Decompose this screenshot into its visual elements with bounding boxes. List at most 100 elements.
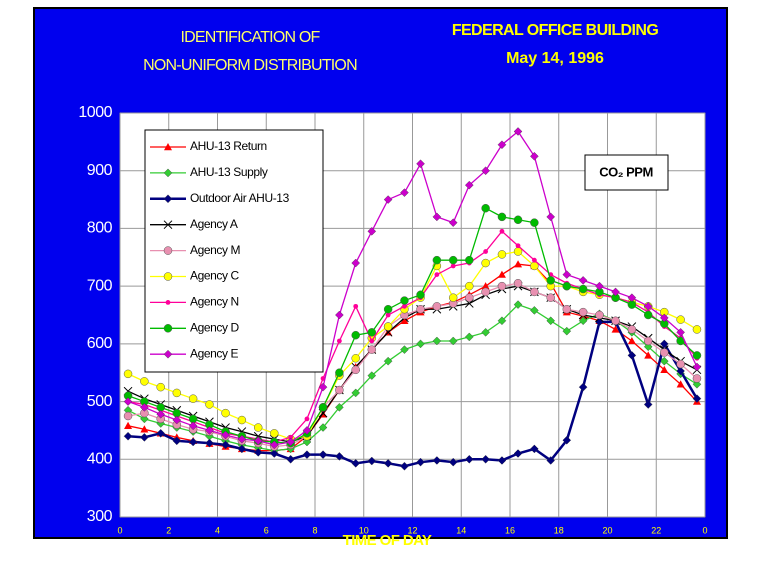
legend-marker xyxy=(163,246,173,255)
marker xyxy=(156,409,165,419)
marker xyxy=(188,421,198,431)
y-tick-label: 300 xyxy=(87,508,113,525)
marker xyxy=(676,380,685,388)
x-tick-label: 12 xyxy=(407,525,417,535)
marker xyxy=(383,322,393,331)
marker xyxy=(156,382,165,392)
marker xyxy=(400,188,409,197)
marker xyxy=(644,351,653,359)
marker xyxy=(692,362,702,372)
marker xyxy=(318,423,328,432)
marker xyxy=(367,345,377,354)
legend-marker xyxy=(164,143,172,151)
marker xyxy=(400,345,409,354)
marker xyxy=(513,127,523,136)
marker xyxy=(643,342,653,352)
marker xyxy=(286,455,295,464)
marker xyxy=(335,385,344,395)
marker xyxy=(562,326,572,336)
marker xyxy=(367,328,377,337)
marker xyxy=(578,284,588,294)
marker xyxy=(643,400,653,409)
legend-label: Agency E xyxy=(190,346,239,360)
marker xyxy=(335,310,344,320)
marker xyxy=(481,258,490,268)
marker xyxy=(676,359,685,369)
marker xyxy=(302,426,312,435)
marker xyxy=(660,356,669,366)
chart-title: IDENTIFICATION OF xyxy=(181,29,321,46)
legend-label: Agency N xyxy=(190,295,239,309)
marker xyxy=(434,272,440,277)
marker xyxy=(465,281,474,291)
marker xyxy=(643,302,653,311)
annotation: CO₂ PPM xyxy=(599,164,653,179)
marker xyxy=(465,180,474,190)
marker xyxy=(432,255,442,265)
legend-label: AHU-13 Supply xyxy=(190,165,268,179)
marker xyxy=(335,403,344,412)
marker xyxy=(530,152,539,161)
marker xyxy=(448,218,458,227)
legend-label: Outdoor Air AHU-13 xyxy=(190,191,290,205)
marker xyxy=(416,290,425,300)
marker xyxy=(237,415,247,425)
marker xyxy=(188,437,198,447)
x-tick-label: 10 xyxy=(359,525,369,535)
marker xyxy=(530,218,539,227)
marker xyxy=(530,306,539,315)
marker xyxy=(660,365,669,374)
marker xyxy=(595,281,604,291)
marker xyxy=(497,281,507,291)
marker xyxy=(546,456,555,465)
marker xyxy=(676,328,685,337)
series xyxy=(123,317,702,471)
chart-title: NON-UNIFORM DISTRIBUTION xyxy=(143,57,357,74)
marker xyxy=(205,426,214,435)
marker xyxy=(318,450,328,459)
marker xyxy=(432,336,442,346)
marker xyxy=(450,263,456,269)
marker xyxy=(286,437,295,447)
marker xyxy=(318,382,328,392)
chart-subtitle: FEDERAL OFFICE BUILDING xyxy=(452,22,659,39)
marker xyxy=(351,354,360,363)
marker xyxy=(351,459,360,468)
legend-label: Agency C xyxy=(190,269,240,283)
x-tick-label: 18 xyxy=(554,525,564,535)
marker xyxy=(270,440,279,450)
marker xyxy=(562,281,572,291)
marker xyxy=(172,388,182,398)
marker xyxy=(497,270,506,278)
marker xyxy=(383,304,393,314)
marker xyxy=(124,421,133,430)
marker xyxy=(400,461,409,471)
annotation-box xyxy=(584,154,669,191)
legend-label: AHU-13 Return xyxy=(190,139,267,153)
marker xyxy=(530,287,539,297)
marker xyxy=(288,434,294,440)
marker xyxy=(304,416,310,422)
x-tick-label: 22 xyxy=(651,525,661,535)
marker xyxy=(140,425,149,433)
legend-marker xyxy=(163,194,173,204)
marker xyxy=(270,429,279,438)
marker xyxy=(367,456,377,466)
marker xyxy=(692,379,702,389)
marker xyxy=(546,276,555,285)
y-tick-label: 600 xyxy=(87,335,113,352)
marker xyxy=(578,316,588,326)
marker xyxy=(400,296,409,305)
marker xyxy=(385,312,391,318)
marker xyxy=(611,287,620,297)
marker xyxy=(676,366,685,376)
marker xyxy=(123,411,133,421)
marker xyxy=(351,330,360,340)
marker xyxy=(595,310,604,320)
legend-marker xyxy=(163,272,173,281)
marker xyxy=(676,315,685,324)
marker xyxy=(497,250,507,259)
marker xyxy=(481,203,490,213)
marker xyxy=(530,444,539,454)
marker xyxy=(383,356,393,366)
